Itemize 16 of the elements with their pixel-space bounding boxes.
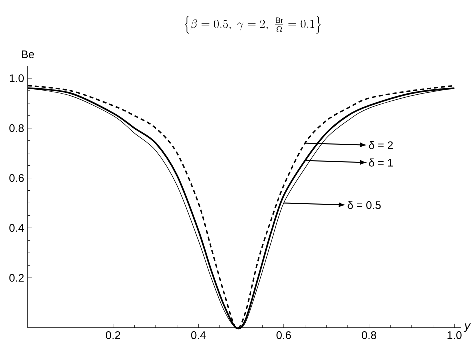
legend-label: δ = 2 xyxy=(369,141,394,150)
legend-label: δ = 0.5 xyxy=(348,201,381,210)
y-tick-label: 0.2 xyxy=(10,274,24,282)
legend-label: δ = 1 xyxy=(369,158,394,167)
x-tick-label: 0.2 xyxy=(106,332,120,340)
x-tick-label: 1.0 xyxy=(448,332,462,340)
x-tick-label: 0.4 xyxy=(191,332,206,340)
x-axis-title: y xyxy=(464,324,472,332)
y-tick-label: 0.4 xyxy=(10,224,24,232)
x-tick-label: 0.6 xyxy=(276,332,292,340)
x-tick-label: 0.8 xyxy=(362,332,376,340)
chart-title: $\left\{\beta = 0.5,\ \gamma = 2,\ \frac{\mathrm{Br}}{\Omega} = 0.1\right\}$ xyxy=(185,16,321,34)
y-tick-label: 0.6 xyxy=(10,174,24,182)
y-tick-label: 1.0 xyxy=(10,74,24,82)
y-tick-label: 0.8 xyxy=(10,124,24,132)
y-axis-title: Be xyxy=(22,50,34,58)
